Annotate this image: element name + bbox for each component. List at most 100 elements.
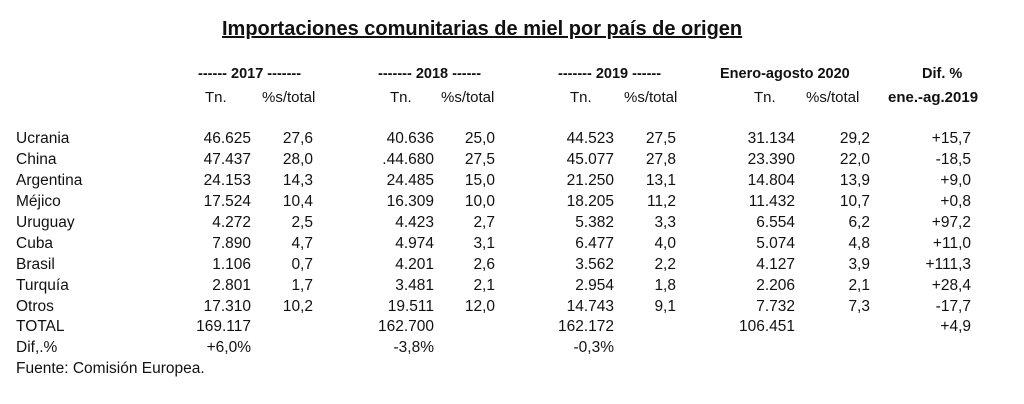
country-cell: Brasil — [16, 255, 55, 273]
table-row-dif: Dif,.% +6,0% -3,8% -0,3% — [16, 338, 971, 359]
subheader-tn-2019: Tn. — [570, 89, 592, 106]
pct-2019-cell: 13,1 — [645, 172, 676, 190]
tn-2020-cell: 31.134 — [747, 130, 795, 148]
tn-2019-cell: 162.172 — [557, 318, 614, 336]
dif-cell: +111,3 — [925, 255, 971, 273]
pct-2017-cell: 0,7 — [291, 255, 313, 273]
pct-2019-cell — [614, 338, 676, 359]
country-cell: China — [16, 151, 57, 169]
pct-2019-cell: 4,0 — [654, 234, 676, 252]
table-row: Ucrania 46.625 27,6 40.636 25,0 44.523 2… — [16, 129, 971, 150]
header-2018: ------- 2018 ------ — [378, 66, 482, 82]
tn-2018-cell: 4.974 — [395, 234, 434, 252]
table-row: Argentina 24.153 14,3 24.485 15,0 21.250… — [16, 171, 971, 192]
pct-2018-cell: 10,0 — [464, 193, 495, 211]
subheader-pct-2017: %s/total — [262, 89, 316, 106]
tn-2018-cell: 24.485 — [386, 172, 434, 190]
pct-2020-cell: 10,7 — [839, 193, 870, 211]
pct-2017-cell — [251, 338, 313, 359]
tn-2017-cell: 17.524 — [203, 193, 251, 211]
dif-cell: +97,2 — [931, 214, 971, 231]
pct-2017-cell: 4,7 — [291, 234, 313, 252]
country-cell: Méjico — [16, 193, 61, 211]
subheader-pct-2020: %s/total — [806, 89, 860, 106]
pct-2017-cell: 14,3 — [282, 172, 313, 190]
table-body: Ucrania 46.625 27,6 40.636 25,0 44.523 2… — [16, 129, 971, 359]
subheader-tn-2017: Tn. — [205, 89, 227, 106]
country-cell: Otros — [16, 297, 54, 315]
dif-cell: -17,7 — [935, 297, 971, 315]
country-cell: Ucrania — [16, 130, 70, 148]
subheader-pct-2019: %s/total — [624, 89, 678, 106]
table-row-total: TOTAL 169.117 162.700 162.172 106.451 +4… — [16, 317, 971, 338]
pct-2018-cell: 12,0 — [464, 297, 495, 315]
dif-cell: +11,0 — [932, 234, 971, 252]
tn-2018-cell: 4.423 — [395, 214, 434, 231]
tn-2020-cell: 14.804 — [747, 172, 795, 190]
pct-2018-cell: 25,0 — [464, 130, 495, 148]
header-2019: ------- 2019 ------ — [558, 66, 662, 82]
tn-2017-cell: 1.106 — [212, 255, 251, 273]
table-row: Turquía 2.801 1,7 3.481 2,1 2.954 1,8 2.… — [16, 275, 971, 296]
pct-2018-cell: 3,1 — [473, 234, 495, 252]
pct-2020-cell: 7,3 — [848, 297, 870, 315]
pct-2020-cell — [795, 338, 870, 359]
pct-2018-cell: 2,1 — [473, 276, 495, 294]
tn-2019-cell: -0,3% — [573, 339, 615, 357]
pct-2019-cell: 9,1 — [654, 297, 676, 315]
pct-2017-cell: 10,4 — [282, 193, 313, 211]
table-row: Otros 17.310 10,2 19.511 12,0 14.743 9,1… — [16, 296, 971, 317]
tn-2019-cell: 21.250 — [566, 172, 614, 190]
imports-table: Ucrania 46.625 27,6 40.636 25,0 44.523 2… — [16, 129, 971, 359]
tn-2018-cell: 16.309 — [386, 193, 434, 211]
pct-2020-cell: 3,9 — [848, 255, 870, 273]
pct-2017-cell — [251, 317, 313, 338]
tn-2020-cell: 23.390 — [747, 151, 795, 169]
table-row: Méjico 17.524 10,4 16.309 10,0 18.205 11… — [16, 192, 971, 213]
pct-2018-cell: 2,6 — [473, 255, 495, 273]
table-title: Importaciones comunitarias de miel por p… — [222, 18, 743, 40]
country-cell: TOTAL — [16, 318, 65, 336]
country-cell: Turquía — [16, 276, 69, 294]
tn-2017-cell: 169.117 — [196, 318, 251, 336]
tn-2018-cell: 4.201 — [395, 255, 434, 273]
dif-cell: -18,5 — [935, 151, 971, 169]
pct-2018-cell: 15,0 — [464, 172, 495, 190]
dif-cell: +4,9 — [940, 318, 971, 336]
tn-2019-cell: 3.562 — [575, 255, 614, 273]
pct-2017-cell: 28,0 — [282, 151, 313, 169]
pct-2019-cell: 27,5 — [645, 130, 676, 148]
subheader-pct-2018: %s/total — [441, 89, 495, 106]
pct-2020-cell: 13,9 — [839, 172, 870, 190]
tn-2019-cell: 5.382 — [575, 214, 614, 231]
pct-2019-cell: 1,8 — [654, 276, 676, 294]
dif-cell: +15,7 — [931, 130, 971, 148]
pct-2019-cell — [614, 317, 676, 338]
country-cell: Argentina — [16, 172, 83, 190]
pct-2017-cell: 27,6 — [282, 130, 313, 148]
tn-2017-cell: 4.272 — [212, 214, 251, 231]
header-period-2020: Enero-agosto 2020 — [720, 66, 850, 82]
pct-2020-cell — [795, 317, 870, 338]
pct-2020-cell: 29,2 — [839, 130, 870, 148]
pct-2017-cell: 2,5 — [291, 214, 313, 231]
pct-2017-cell: 1,7 — [291, 276, 313, 294]
pct-2020-cell: 2,1 — [848, 276, 870, 294]
tn-2019-cell: 18.205 — [566, 193, 614, 211]
country-cell: Dif,.% — [16, 339, 58, 357]
tn-2017-cell: 17.310 — [203, 297, 251, 315]
tn-2019-cell: 6.477 — [575, 234, 614, 252]
pct-2020-cell: 22,0 — [839, 151, 870, 169]
pct-2019-cell: 27,8 — [645, 151, 676, 169]
pct-2020-cell: 4,8 — [848, 234, 870, 252]
dif-cell: +9,0 — [940, 172, 971, 190]
tn-2020-cell: 6.554 — [756, 214, 795, 231]
pct-2019-cell: 11,2 — [646, 193, 676, 211]
header-dif: Dif. % — [922, 66, 963, 82]
pct-2019-cell: 3,3 — [654, 214, 676, 231]
table-row: Brasil 1.106 0,7 4.201 2,6 3.562 2,2 4.1… — [16, 254, 971, 275]
tn-2019-cell: 45.077 — [566, 151, 614, 169]
subheader-tn-2020: Tn. — [754, 89, 776, 106]
tn-2017-cell: 24.153 — [203, 172, 251, 190]
tn-2018-cell: 19.511 — [387, 297, 434, 315]
